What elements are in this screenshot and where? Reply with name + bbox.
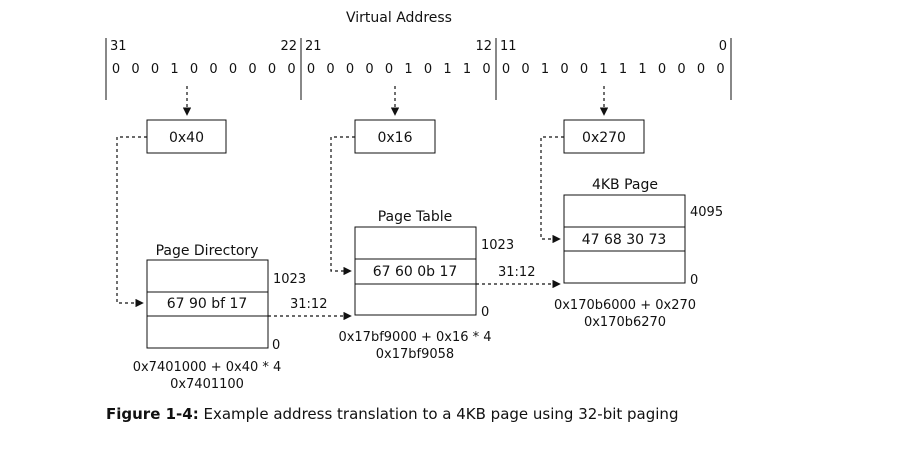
pd-bit: 1	[170, 62, 178, 77]
offset-index-connector	[540, 136, 564, 244]
pd-bit: 0	[131, 62, 139, 77]
bit-label-11: 11	[500, 39, 517, 54]
page-directory-top-index: 1023	[273, 272, 306, 287]
page-table-top-index: 1023	[481, 238, 514, 253]
page-table-table	[354, 226, 477, 316]
page-table-frame	[354, 226, 477, 316]
offset-bit: 0	[716, 62, 724, 77]
page-table-calc-1: 0x17bf9000 + 0x16 * 4	[338, 330, 491, 345]
pd-bit: 0	[287, 62, 295, 77]
bit-label-0: 0	[719, 39, 727, 54]
page-bottom-index: 0	[690, 273, 698, 288]
pd-bit: 0	[248, 62, 256, 77]
page-top-index: 4095	[690, 205, 723, 220]
pt-index-value: 0x16	[377, 130, 412, 146]
pt-bit: 1	[404, 62, 412, 77]
page-directory-entry: 67 90 bf 17	[167, 296, 248, 312]
pd-bit: 0	[229, 62, 237, 77]
pt-bit: 0	[482, 62, 490, 77]
offset-bit: 0	[521, 62, 529, 77]
page-calc-2: 0x170b6270	[584, 315, 666, 330]
offset-index-value: 0x270	[582, 130, 626, 146]
page-directory-table	[146, 259, 269, 349]
offset-bit: 1	[638, 62, 646, 77]
page-table-calc-2: 0x17bf9058	[376, 347, 454, 362]
pt-bit: 0	[385, 62, 393, 77]
pt-index-connector	[330, 136, 355, 276]
bit-label-12: 12	[475, 39, 492, 54]
pd-bit: 0	[190, 62, 198, 77]
pd-bit: 0	[112, 62, 120, 77]
page-directory-calc-2: 0x7401100	[170, 377, 244, 392]
page-directory-bits-label: 31:12	[290, 297, 327, 312]
bit-position-labels: 31 22 21 12 11 0	[110, 39, 727, 54]
pt-bit: 1	[463, 62, 471, 77]
pt-bit: 0	[307, 62, 315, 77]
offset-bit: 1	[599, 62, 607, 77]
pt-bit: 0	[326, 62, 334, 77]
figure-caption-text: Example address translation to a 4KB pag…	[203, 405, 679, 423]
offset-bit: 1	[619, 62, 627, 77]
page-table-entry: 67 60 0b 17	[373, 264, 458, 280]
figure-caption: Figure 1-4: Example address translation …	[106, 405, 678, 423]
bit-label-21: 21	[305, 39, 322, 54]
figure-caption-label: Figure 1-4:	[106, 405, 199, 423]
offset-bit: 0	[560, 62, 568, 77]
offset-bit: 1	[541, 62, 549, 77]
bit-label-22: 22	[280, 39, 297, 54]
page-directory-frame	[146, 259, 269, 349]
pd-bit: 0	[209, 62, 217, 77]
pt-bit: 1	[443, 62, 451, 77]
page-frame	[563, 194, 686, 284]
pd-index-value: 0x40	[169, 130, 204, 146]
pd-bit: 0	[151, 62, 159, 77]
address-separators	[105, 38, 732, 100]
offset-bit: 0	[677, 62, 685, 77]
pd-bit: 0	[268, 62, 276, 77]
page-table-bottom-index: 0	[481, 305, 489, 320]
page-table-bits-label: 31:12	[498, 265, 535, 280]
page-calc-1: 0x170b6000 + 0x270	[554, 298, 696, 313]
pt-bit: 0	[365, 62, 373, 77]
page-directory-calc-1: 0x7401000 + 0x40 * 4	[133, 360, 282, 375]
pt-bit: 0	[424, 62, 432, 77]
page-title: 4KB Page	[592, 177, 658, 193]
page-entry: 47 68 30 73	[582, 232, 667, 248]
pd-index-connector	[116, 136, 147, 308]
page-directory-title: Page Directory	[156, 243, 259, 259]
offset-bit: 0	[658, 62, 666, 77]
pt-bit: 0	[346, 62, 354, 77]
page-directory-bottom-index: 0	[272, 338, 280, 353]
offset-bit: 0	[697, 62, 705, 77]
page-table-4kb	[563, 194, 686, 284]
page-table-title: Page Table	[378, 209, 453, 225]
virtual-address-title: Virtual Address	[346, 10, 452, 26]
bit-label-31: 31	[110, 39, 127, 54]
offset-bit: 0	[580, 62, 588, 77]
offset-bit: 0	[502, 62, 510, 77]
